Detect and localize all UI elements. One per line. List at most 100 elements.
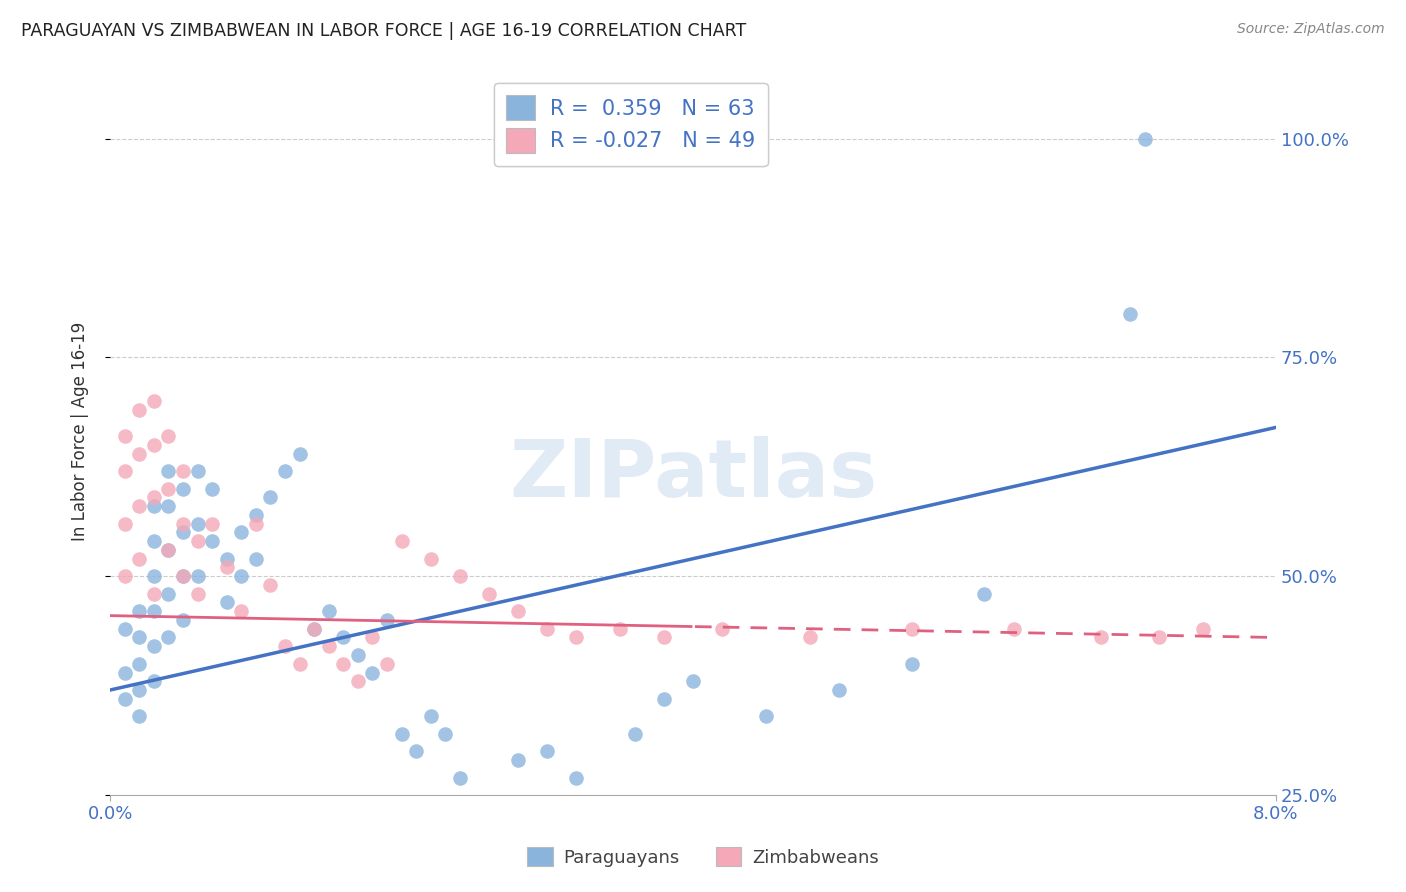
Point (157, 464, 180, 478)
Point (361, 631, 384, 645)
Point (157, 499, 180, 513)
Point (361, 665, 384, 680)
Point (128, 551, 150, 566)
Point (274, 464, 297, 478)
Point (114, 691, 136, 706)
Point (142, 534, 165, 549)
Point (201, 516, 224, 531)
Text: ZIPatlas: ZIPatlas (509, 436, 877, 515)
Point (375, 613, 398, 627)
Point (565, 631, 588, 645)
Point (128, 683, 150, 698)
Point (128, 709, 150, 723)
Legend: Paraguayans, Zimbabweans: Paraguayans, Zimbabweans (520, 840, 886, 874)
Point (900, 622, 922, 636)
Point (318, 639, 340, 653)
Point (157, 543, 180, 558)
Point (186, 464, 208, 478)
Point (1192, 622, 1215, 636)
Point (1090, 631, 1112, 645)
Point (346, 674, 368, 689)
Point (172, 569, 194, 583)
Point (172, 569, 194, 583)
Point (828, 683, 851, 698)
Point (419, 709, 441, 723)
Point (157, 482, 180, 496)
Point (128, 403, 150, 417)
Point (186, 534, 208, 549)
Point (215, 595, 238, 609)
Point (201, 534, 224, 549)
Point (609, 622, 631, 636)
Point (186, 569, 208, 583)
Point (231, 604, 253, 618)
Point (565, 771, 588, 785)
Point (1002, 622, 1025, 636)
Point (652, 691, 675, 706)
Point (900, 657, 922, 671)
Y-axis label: In Labor Force | Age 16-19: In Labor Force | Age 16-19 (72, 322, 89, 541)
Point (391, 727, 413, 741)
Point (391, 534, 413, 549)
Point (245, 551, 267, 566)
Point (536, 744, 558, 758)
Point (755, 709, 778, 723)
Point (186, 587, 208, 601)
Point (142, 569, 165, 583)
Text: Source: ZipAtlas.com: Source: ZipAtlas.com (1237, 22, 1385, 37)
Point (114, 464, 136, 478)
Point (288, 657, 311, 671)
Point (245, 508, 267, 522)
Point (128, 604, 150, 618)
Point (274, 639, 297, 653)
Point (799, 631, 821, 645)
Point (142, 438, 165, 452)
Point (186, 516, 208, 531)
Point (1133, 131, 1156, 145)
Point (128, 657, 150, 671)
Point (201, 482, 224, 496)
Point (682, 674, 704, 689)
Point (259, 578, 281, 592)
Point (114, 569, 136, 583)
Point (259, 491, 281, 505)
Point (172, 516, 194, 531)
Point (114, 429, 136, 443)
Point (157, 543, 180, 558)
Point (172, 482, 194, 496)
Point (231, 569, 253, 583)
Point (973, 587, 995, 601)
Point (652, 631, 675, 645)
Point (114, 665, 136, 680)
Point (142, 394, 165, 409)
Point (231, 525, 253, 540)
Point (1119, 307, 1142, 321)
Point (346, 648, 368, 662)
Point (142, 639, 165, 653)
Point (434, 727, 457, 741)
Point (332, 631, 354, 645)
Point (536, 622, 558, 636)
Point (114, 516, 136, 531)
Point (302, 622, 325, 636)
Point (375, 657, 398, 671)
Point (463, 797, 485, 811)
Point (157, 429, 180, 443)
Point (1149, 631, 1171, 645)
Point (318, 604, 340, 618)
Point (449, 569, 471, 583)
Point (157, 587, 180, 601)
Point (128, 447, 150, 461)
Point (302, 622, 325, 636)
Point (288, 447, 311, 461)
Point (215, 551, 238, 566)
Point (215, 560, 238, 574)
Point (142, 491, 165, 505)
Point (595, 797, 617, 811)
Legend: R =  0.359   N = 63, R = -0.027   N = 49: R = 0.359 N = 63, R = -0.027 N = 49 (494, 83, 768, 166)
Point (142, 499, 165, 513)
Text: PARAGUAYAN VS ZIMBABWEAN IN LABOR FORCE | AGE 16-19 CORRELATION CHART: PARAGUAYAN VS ZIMBABWEAN IN LABOR FORCE … (21, 22, 747, 40)
Point (142, 674, 165, 689)
Point (172, 464, 194, 478)
Point (508, 604, 530, 618)
